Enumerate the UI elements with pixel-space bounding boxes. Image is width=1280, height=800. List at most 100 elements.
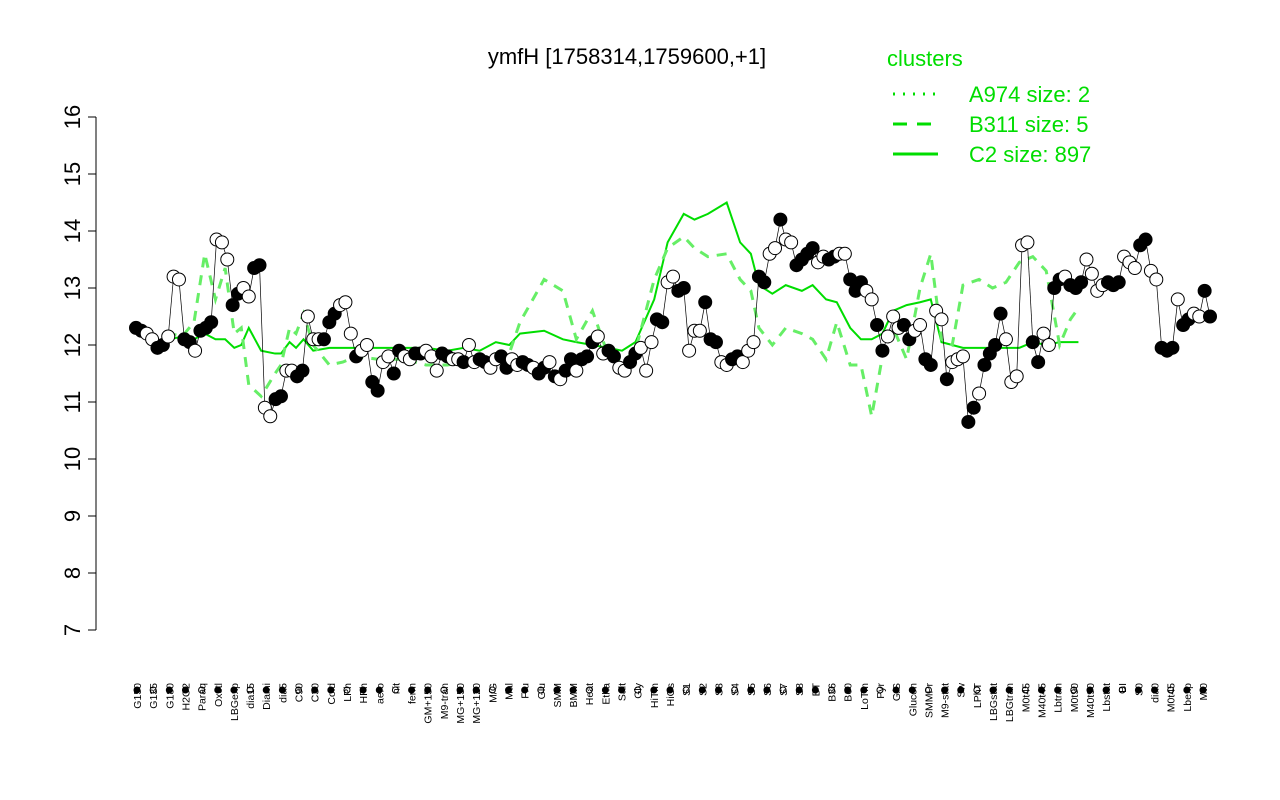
point-connector [753, 276, 760, 343]
condition-label: Mt0 [1198, 683, 1210, 701]
data-point [569, 363, 584, 378]
data-point [590, 329, 605, 344]
condition-tick [391, 686, 399, 694]
condition-tick [181, 686, 189, 694]
data-point [923, 357, 938, 372]
condition-tick [698, 686, 706, 694]
condition-label: Heat [584, 683, 596, 705]
chart-title: ymfH [1758314,1759600,+1] [488, 44, 766, 69]
data-point [913, 318, 928, 333]
y-tick-label: 15 [60, 162, 85, 186]
condition-tick [1118, 686, 1126, 694]
data-point [961, 414, 976, 429]
condition-label: dia15 [245, 683, 257, 709]
point-connector [226, 259, 234, 306]
condition-label: HiOs [665, 683, 677, 706]
condition-label: B36 [827, 683, 839, 702]
condition-label: SMMPr [923, 683, 935, 719]
condition-tick [989, 686, 997, 694]
condition-label: Gly [633, 682, 645, 699]
condition-tick [876, 686, 884, 694]
condition-tick [1102, 686, 1110, 694]
data-point [1149, 272, 1164, 287]
condition-label: C90 [294, 683, 306, 702]
condition-tick [553, 686, 561, 694]
cluster-line [135, 200, 1079, 355]
data-point [886, 309, 901, 324]
data-point [171, 272, 186, 287]
condition-label: Glucon [907, 683, 919, 716]
condition-tick [908, 686, 916, 694]
data-point [461, 338, 476, 352]
condition-tick [311, 686, 319, 694]
gene-profile-line [135, 234, 1080, 417]
condition-label: MG+150 [455, 683, 467, 724]
data-point [295, 363, 310, 378]
condition-tick [424, 686, 432, 694]
condition-tick [149, 686, 157, 694]
condition-label: G/S [891, 683, 903, 701]
cluster-mean-line [135, 200, 1079, 355]
condition-label: Etha [600, 683, 612, 705]
condition-tick-marks [133, 686, 1207, 694]
data-point [1025, 335, 1040, 350]
condition-tick [408, 686, 416, 694]
condition-tick [747, 686, 755, 694]
data-point [252, 258, 267, 273]
condition-label: S5 [746, 683, 758, 696]
data-point [698, 295, 713, 310]
condition-tick [165, 686, 173, 694]
data-point [988, 338, 1003, 352]
condition-tick [731, 686, 739, 694]
condition-label: Lbtran [1053, 683, 1065, 713]
data-point [1165, 340, 1180, 355]
condition-tick [521, 686, 529, 694]
condition-tick [1151, 686, 1159, 694]
condition-label: G150 [132, 683, 144, 709]
condition-label: M0t90 [1069, 683, 1081, 712]
condition-tick [763, 686, 771, 694]
data-point [1031, 355, 1046, 370]
condition-label: S6 [762, 683, 774, 696]
condition-tick [1199, 686, 1207, 694]
data-point [316, 332, 331, 347]
condition-tick [682, 686, 690, 694]
data-point [1111, 275, 1126, 290]
data-point [870, 318, 885, 333]
condition-label: ferm [407, 683, 419, 704]
data-point [998, 332, 1013, 347]
condition-tick [811, 686, 819, 694]
condition-tick [569, 686, 577, 694]
y-tick-label: 8 [60, 567, 85, 579]
point-connector [178, 279, 185, 340]
condition-label: S7 [778, 683, 790, 696]
data-point [1020, 235, 1035, 250]
condition-label: S0 [1133, 683, 1145, 696]
data-point [692, 323, 707, 338]
data-point [784, 235, 799, 250]
condition-label: C30 [310, 683, 322, 702]
data-point [972, 386, 987, 401]
data-point [220, 252, 235, 267]
condition-label: Cold [326, 683, 338, 705]
condition-label: dia0 [1150, 683, 1162, 703]
condition-label: S8 [794, 683, 806, 696]
condition-label: M9-stat [940, 683, 952, 718]
condition-label: LoTm [859, 683, 871, 710]
y-tick-label: 11 [60, 391, 85, 414]
data-point [934, 312, 949, 327]
condition-label: BT [810, 682, 822, 696]
condition-label: M/G [487, 683, 499, 703]
y-tick-label: 9 [60, 510, 85, 522]
condition-label: Oxctl [213, 683, 225, 707]
data-point [768, 241, 783, 256]
condition-tick [537, 686, 545, 694]
data-point [225, 298, 240, 313]
data-point [676, 281, 691, 295]
data-point [343, 326, 358, 341]
condition-label: LBGexp [229, 683, 241, 721]
condition-label: MG+120 [471, 683, 483, 724]
point-connector [1155, 279, 1163, 348]
point-connector [259, 265, 266, 408]
condition-tick [618, 686, 626, 694]
